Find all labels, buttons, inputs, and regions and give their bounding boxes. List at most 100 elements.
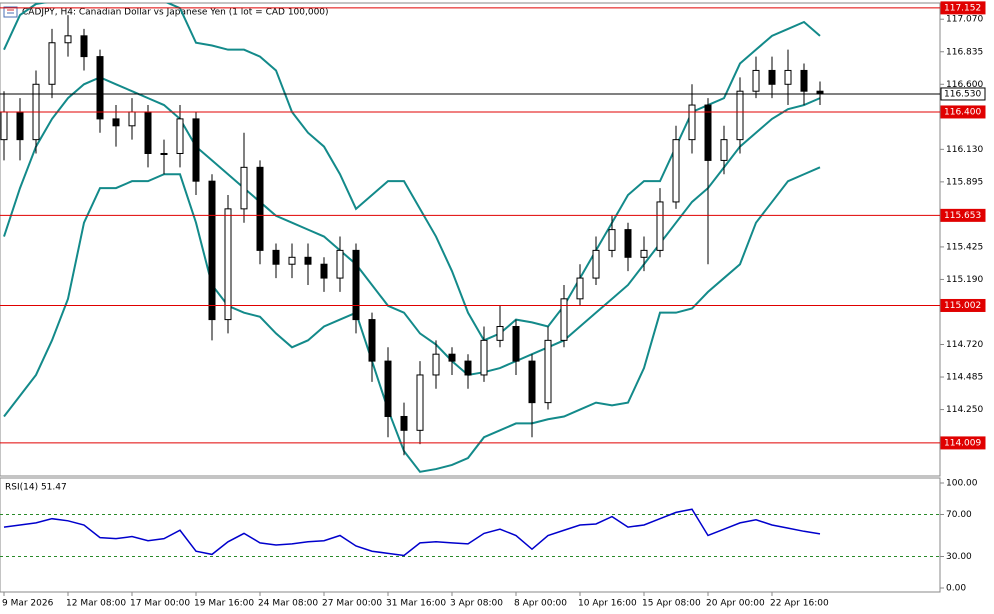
level-label: 116.400 — [944, 107, 981, 117]
candle-body — [64, 35, 72, 44]
level-box — [940, 208, 986, 222]
x-tick-label: 19 Mar 16:00 — [194, 599, 254, 609]
level-label: 115.002 — [944, 301, 981, 311]
y-tick-label: 114.720 — [946, 340, 983, 350]
level-box — [940, 105, 986, 119]
level-label: 116.530 — [944, 89, 981, 99]
candle-body — [144, 111, 152, 154]
candle-body — [304, 256, 312, 265]
candle-body — [0, 111, 8, 141]
y-tick-label: 115.425 — [946, 242, 983, 252]
candle-body — [560, 298, 568, 341]
candle-body — [80, 35, 88, 58]
x-tick-label: 20 Apr 00:00 — [706, 599, 765, 609]
candle-body — [736, 90, 744, 141]
candle-body — [720, 139, 728, 161]
x-tick-label: 17 Mar 00:00 — [130, 599, 190, 609]
x-tick-label: 3 Apr 08:00 — [450, 599, 503, 609]
candle-body — [704, 104, 712, 161]
x-tick-label: 22 Apr 16:00 — [770, 599, 829, 609]
x-tick-label: 27 Mar 00:00 — [322, 599, 382, 609]
x-tick-label: 12 Mar 08:00 — [66, 599, 126, 609]
rsi-title: RSI(14) 51.47 — [5, 483, 67, 493]
plot-area — [0, 3, 824, 473]
y-tick-label: 116.600 — [946, 80, 983, 90]
candle-body — [512, 326, 520, 362]
x-tick-label: 8 Apr 00:00 — [514, 599, 567, 609]
candle-body — [416, 374, 424, 431]
level-box — [940, 298, 986, 312]
candle-body — [320, 263, 328, 279]
y-tick-label: 117.070 — [946, 15, 983, 25]
level-label: 115.653 — [944, 211, 981, 221]
candle-body — [672, 139, 680, 203]
y-tick-label: 30.00 — [946, 552, 972, 562]
band-line — [3, 3, 821, 342]
candle-body — [752, 69, 760, 92]
candle-body — [240, 166, 248, 210]
candle-body — [432, 353, 440, 376]
candle-body — [496, 326, 504, 341]
chart-title: CADJPY, H4: Canadian Dollar vs Japanese … — [22, 8, 329, 18]
y-tick-label: 116.130 — [946, 145, 983, 155]
x-tick-label: 9 Mar 2026 — [2, 599, 54, 609]
candle-body — [336, 249, 344, 279]
x-tick-label: 10 Apr 16:00 — [578, 599, 637, 609]
x-tick-label: 15 Apr 08:00 — [642, 599, 701, 609]
candle-body — [256, 166, 264, 251]
candle-body — [272, 249, 280, 265]
candle-body — [192, 118, 200, 182]
candle-body — [480, 339, 488, 376]
main-pane — [0, 2, 941, 477]
candle-body — [784, 69, 792, 85]
candle-body — [640, 249, 648, 258]
candle-body — [288, 256, 296, 265]
candle-body — [176, 118, 184, 154]
level-label: 114.009 — [944, 438, 981, 448]
x-tick-label: 24 Mar 08:00 — [258, 599, 318, 609]
candle-body — [768, 69, 776, 85]
candle-body — [352, 249, 360, 321]
level-box — [940, 1, 986, 15]
y-tick-label: 114.485 — [946, 373, 983, 383]
candle-body — [544, 339, 552, 404]
x-tick-label: 31 Mar 16:00 — [386, 599, 446, 609]
y-tick-label: 100.00 — [946, 479, 978, 489]
y-tick-label: 114.250 — [946, 405, 983, 415]
candle-body — [592, 249, 600, 279]
candle-body — [48, 42, 56, 85]
candle-body — [656, 201, 664, 251]
candle-body — [208, 180, 216, 321]
level-box — [940, 87, 986, 101]
y-tick-label: 115.895 — [946, 177, 983, 187]
candle-body — [96, 56, 104, 120]
candle-body — [224, 208, 232, 321]
y-tick-label: 116.835 — [946, 47, 983, 57]
rsi-line — [3, 508, 821, 557]
symbol-icon — [3, 6, 18, 18]
candle-body — [128, 111, 136, 127]
band-line — [3, 76, 821, 377]
candle-body — [688, 104, 696, 141]
candle-body — [368, 319, 376, 362]
level-label: 117.152 — [944, 3, 981, 13]
candle-body — [160, 152, 168, 155]
candle-body — [112, 118, 120, 127]
level-box — [940, 436, 986, 450]
candle-body — [384, 360, 392, 417]
candle-body — [464, 360, 472, 376]
candle-body — [624, 229, 632, 258]
candle-body — [800, 69, 808, 92]
y-tick-label: 0.00 — [946, 584, 966, 594]
y-tick-label: 70.00 — [946, 510, 972, 520]
candle-body — [528, 360, 536, 404]
band-line — [3, 166, 821, 473]
candle-body — [448, 353, 456, 362]
candle-body — [608, 229, 616, 251]
candle-body — [576, 277, 584, 300]
rsi-pane — [0, 477, 941, 593]
y-tick-label: 115.190 — [946, 275, 983, 285]
candle-body — [16, 111, 24, 141]
candle-body — [400, 415, 408, 431]
